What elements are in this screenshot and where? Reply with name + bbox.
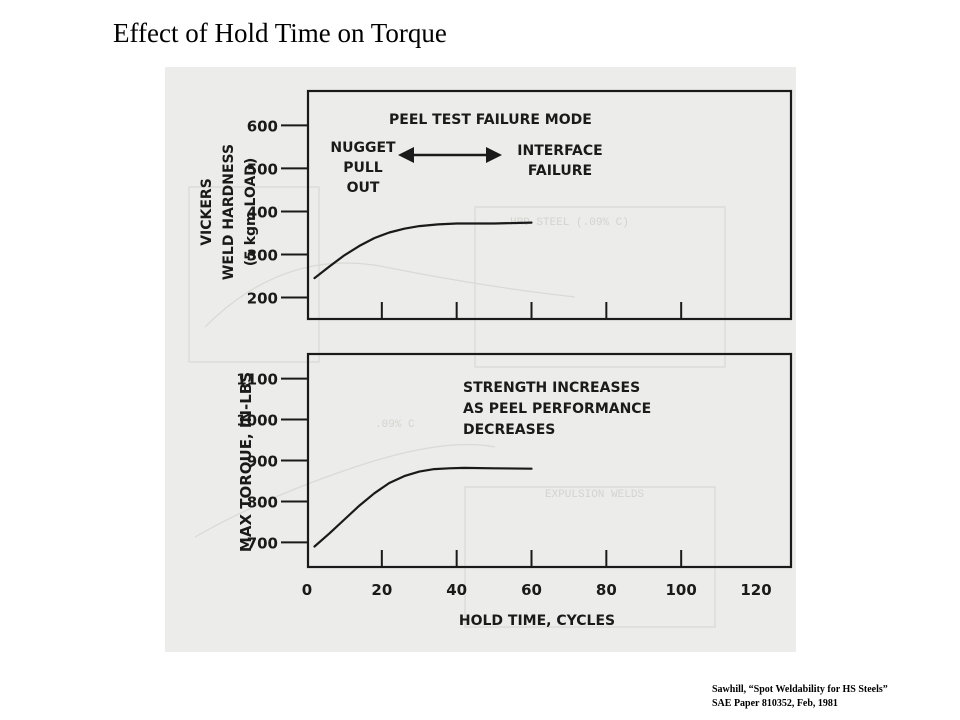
citation-line-1: Sawhill, “Spot Weldability for HS Steels… (712, 684, 888, 695)
top-y-tick-label: 500 (247, 160, 278, 178)
bottom-y-tick-label: 800 (247, 493, 278, 511)
bottom-x-tick-label: 0 (302, 581, 312, 599)
bottom-x-tick-label: 100 (666, 581, 697, 599)
top-annotation-right: INTERFACE (517, 143, 602, 159)
top-annotation-heading: PEEL TEST FAILURE MODE (389, 112, 592, 128)
bottom-x-tick-label: 80 (596, 581, 617, 599)
bottom-y-tick-label: 1000 (236, 412, 278, 430)
top-annotation-left: NUGGET (330, 140, 396, 156)
bottom-y-tick-label: 700 (247, 534, 278, 552)
slide-title: Effect of Hold Time on Torque (113, 18, 447, 48)
figure-svg: HRD STEEL (.09% C) .09% C EXPULSION WELD… (188, 89, 793, 629)
scanned-figure: HRD STEEL (.09% C) .09% C EXPULSION WELD… (165, 67, 796, 652)
top-y-axis-label: VICKERS (199, 178, 215, 246)
bottom-y-tick-label: 900 (247, 453, 278, 471)
bottom-annotation-note: DECREASES (463, 422, 555, 438)
bottom-annotation-note: STRENGTH INCREASES (463, 380, 640, 396)
citation: Sawhill, “Spot Weldability for HS Steels… (712, 683, 888, 711)
top-series-line (313, 221, 533, 280)
svg-text:.09% C: .09% C (375, 419, 415, 431)
scan-bleed-through: HRD STEEL (.09% C) .09% C EXPULSION WELD… (188, 186, 726, 628)
top-annotation-left: OUT (347, 180, 380, 196)
svg-text:EXPULSION WELDS: EXPULSION WELDS (545, 489, 644, 501)
bottom-x-tick-label: 60 (521, 581, 542, 599)
bottom-series-line (313, 466, 533, 548)
top-y-axis-label: (5 kgm LOAD) (243, 158, 259, 267)
top-y-tick-label: 600 (247, 117, 278, 135)
bottom-x-axis-label: HOLD TIME, CYCLES (459, 613, 615, 629)
top-annotation-arrowhead-left (398, 147, 414, 163)
top-annotation-arrowhead-right (486, 147, 502, 163)
bottom-y-tick-label: 1100 (236, 371, 278, 389)
bottom-annotation-note: AS PEEL PERFORMANCE (463, 401, 651, 417)
bottom-x-tick-label: 20 (371, 581, 392, 599)
top-y-tick-label: 300 (247, 246, 278, 264)
top-annotation-left: PULL (343, 160, 383, 176)
bottom-x-tick-label: 40 (446, 581, 467, 599)
citation-line-2: SAE Paper 810352, Feb, 1981 (712, 698, 838, 709)
bottom-y-axis-label: MAX TORQUE, IN-LBS (237, 372, 255, 552)
top-annotation-right: FAILURE (528, 163, 592, 179)
bottom-x-tick-label: 120 (740, 581, 771, 599)
top-y-tick-label: 200 (247, 289, 278, 307)
top-y-axis-label: WELD HARDNESS (221, 144, 237, 280)
svg-text:HRD STEEL (.09% C): HRD STEEL (.09% C) (510, 217, 629, 229)
top-y-tick-label: 400 (247, 203, 278, 221)
top-plot-frame (306, 89, 793, 321)
